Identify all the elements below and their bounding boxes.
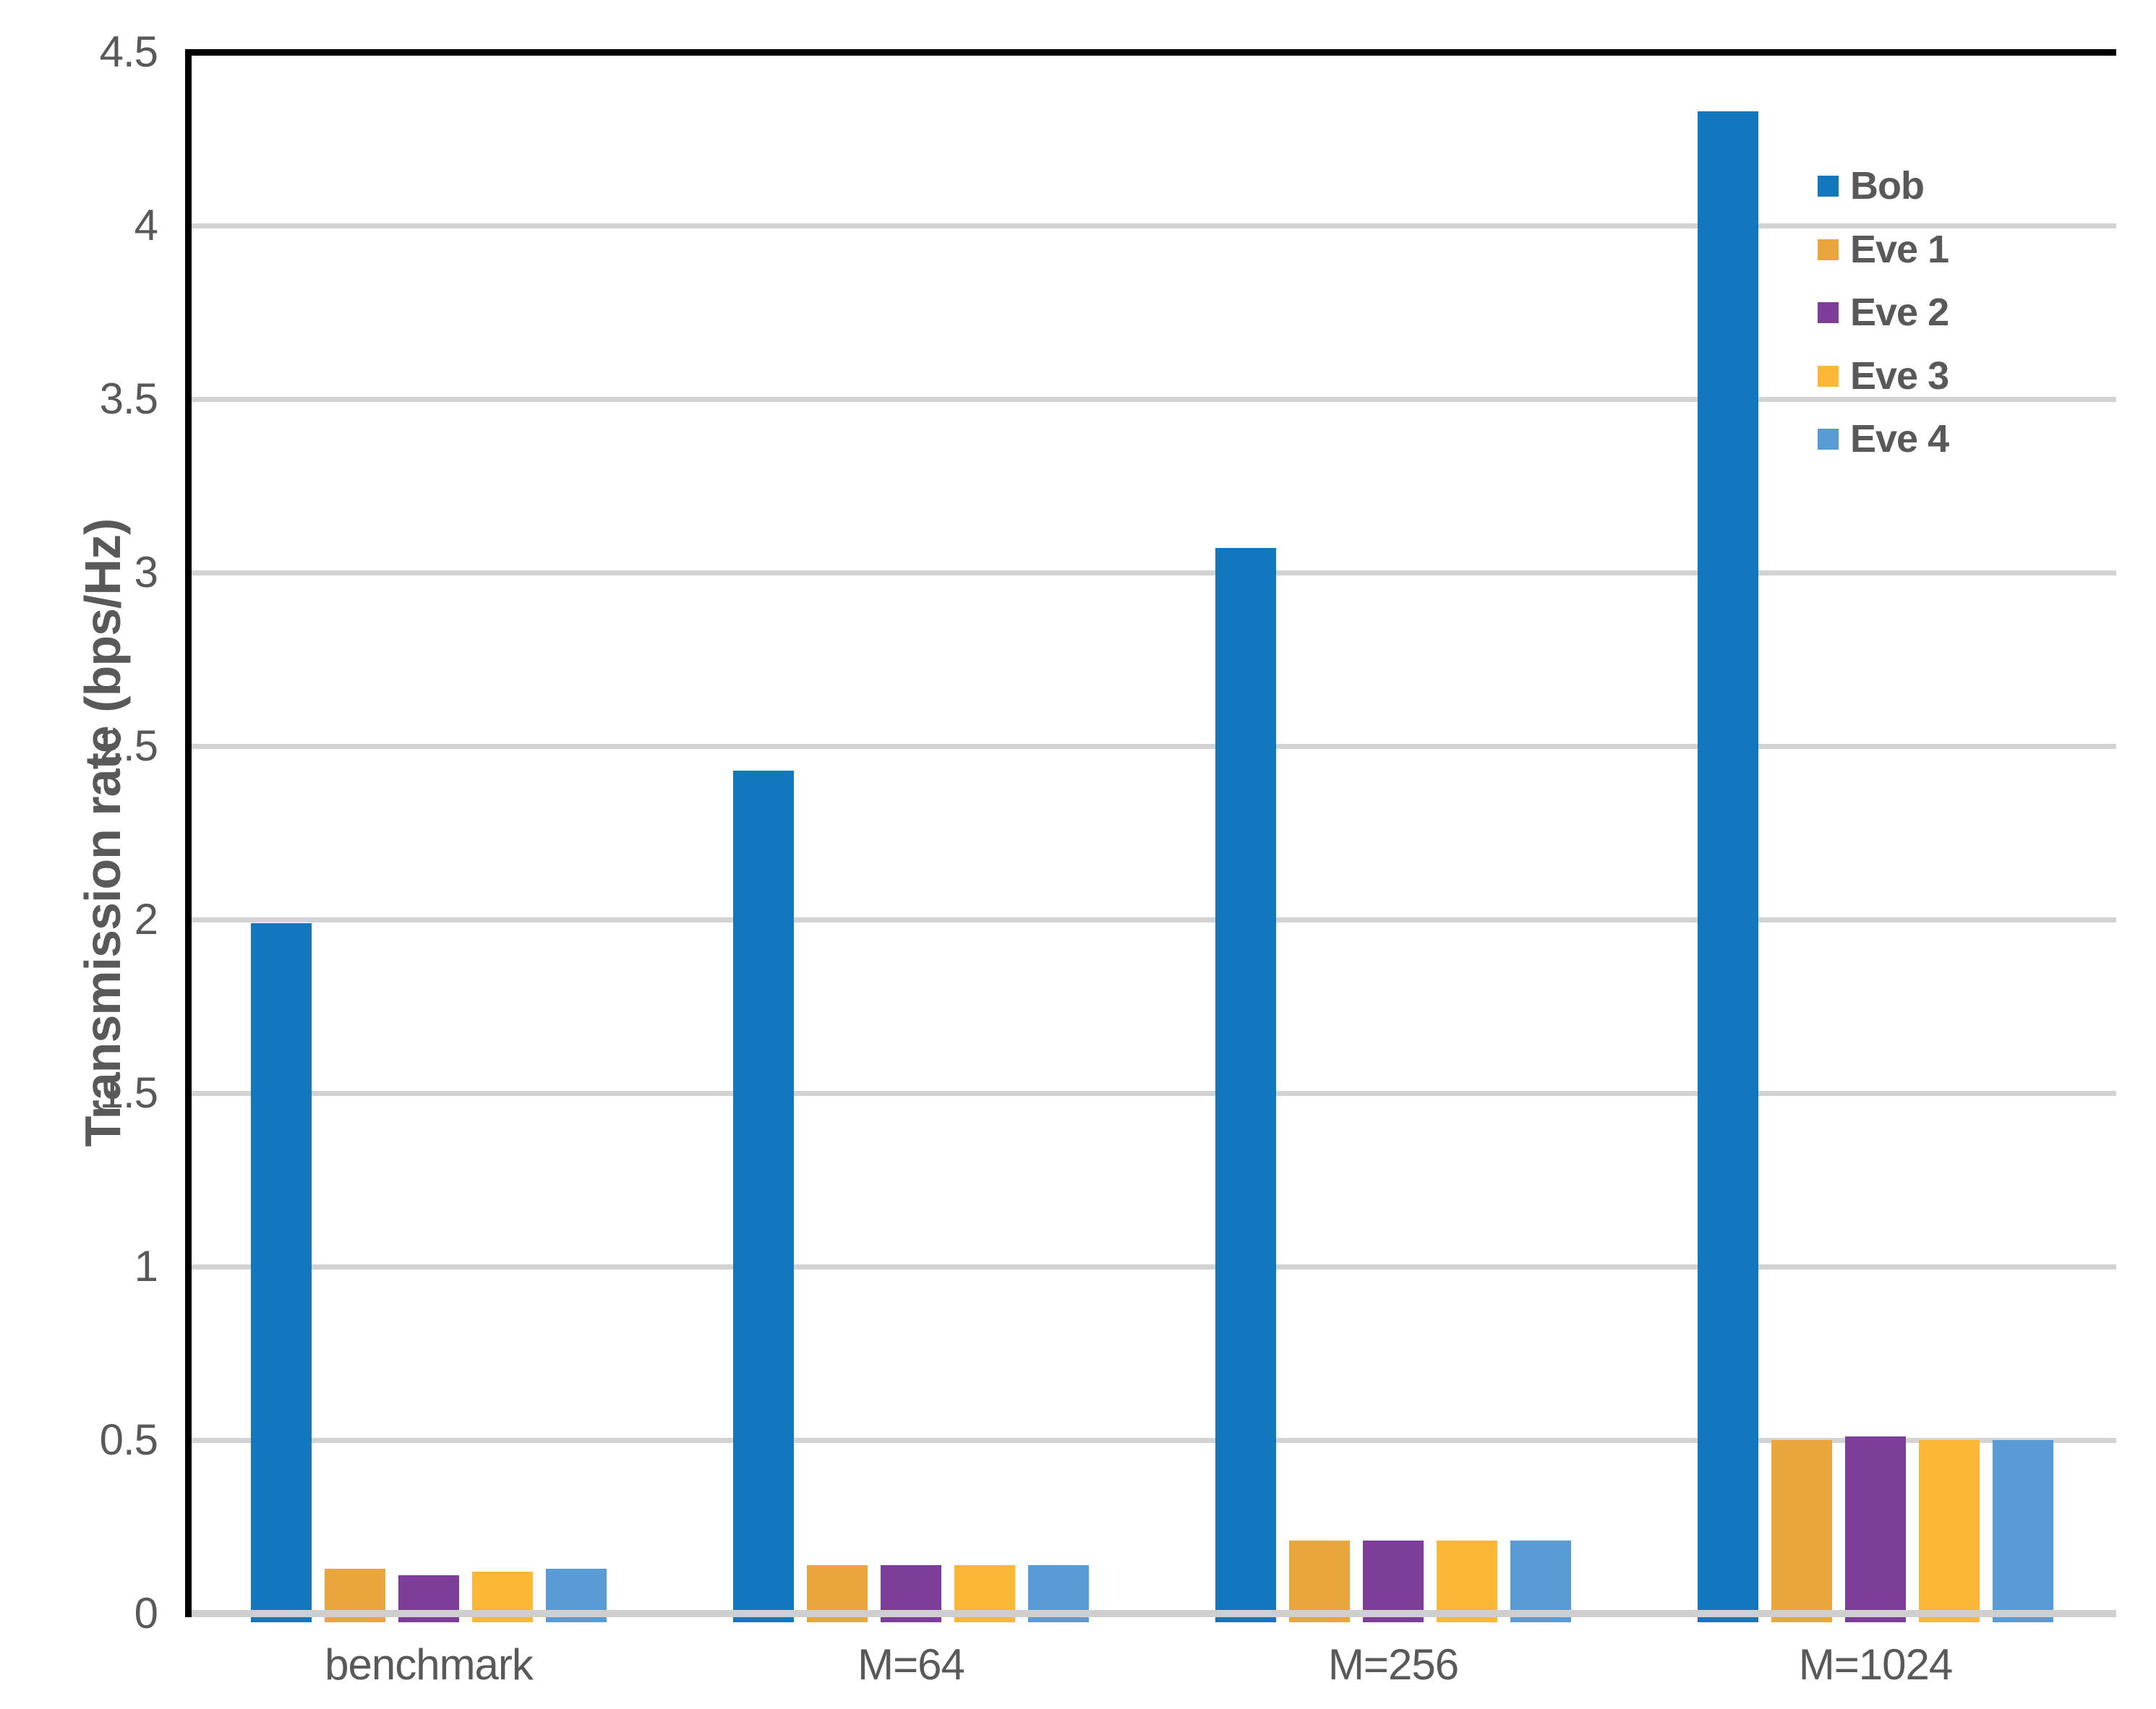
- gridline: [192, 223, 2116, 228]
- y-tick-label: 0.5: [99, 1415, 158, 1464]
- plot-top-border: [185, 49, 2116, 56]
- bar-eve2-M=256: [1363, 1541, 1424, 1622]
- y-axis-title: Transmission rate (bps/Hz): [74, 518, 131, 1147]
- legend-label: Bob: [1850, 164, 1925, 207]
- y-tick-label: 4.5: [99, 27, 158, 76]
- bar-eve4-M=256: [1510, 1541, 1571, 1622]
- bar-bob-M=256: [1215, 548, 1276, 1622]
- bar-bob-M=64: [733, 771, 794, 1622]
- legend-item-bob: Bob: [1818, 154, 1925, 218]
- bar-bob-M=1024: [1698, 111, 1758, 1622]
- y-tick-label: 3.5: [99, 374, 158, 423]
- bar-bob-benchmark: [251, 923, 312, 1622]
- gridline: [192, 744, 2116, 749]
- legend-swatch: [1818, 365, 1839, 387]
- legend-swatch: [1818, 301, 1839, 323]
- gridline: [192, 1438, 2116, 1443]
- bar-eve4-M=1024: [1993, 1440, 2053, 1622]
- legend-label: Eve 4: [1850, 417, 1949, 461]
- gridline: [192, 570, 2116, 575]
- y-axis-line: [185, 49, 192, 1617]
- y-tick-label: 2.5: [99, 721, 158, 770]
- y-tick-label: 4: [134, 201, 158, 249]
- legend-swatch: [1818, 175, 1839, 197]
- x-category-label: benchmark: [325, 1640, 534, 1689]
- y-tick-label: 0: [134, 1589, 158, 1637]
- y-tick-label: 2: [134, 895, 158, 943]
- x-axis-line: [185, 1610, 2116, 1617]
- legend-item-eve2: Eve 2: [1818, 280, 1949, 344]
- legend-label: Eve 3: [1850, 354, 1949, 398]
- legend-item-eve4: Eve 4: [1818, 407, 1949, 471]
- bar-eve2-M=1024: [1845, 1436, 1906, 1622]
- bar-eve1-M=1024: [1771, 1440, 1832, 1622]
- y-tick-label: 3: [134, 548, 158, 596]
- y-tick-label: 1: [134, 1242, 158, 1290]
- legend-item-eve1: Eve 1: [1818, 218, 1949, 281]
- bar-eve3-M=256: [1437, 1541, 1497, 1622]
- legend-swatch: [1818, 239, 1839, 260]
- y-tick-label: 1.5: [99, 1068, 158, 1117]
- legend-item-eve3: Eve 3: [1818, 344, 1949, 408]
- legend-swatch: [1818, 428, 1839, 450]
- gridline: [192, 917, 2116, 922]
- gridline: [192, 1091, 2116, 1096]
- bar-eve1-M=256: [1289, 1541, 1350, 1622]
- gridline: [192, 397, 2116, 402]
- legend-label: Eve 1: [1850, 228, 1949, 271]
- x-category-label: M=64: [857, 1640, 965, 1689]
- gridline: [192, 1264, 2116, 1269]
- legend-label: Eve 2: [1850, 291, 1949, 334]
- x-category-label: M=1024: [1798, 1640, 1953, 1689]
- bar-eve3-M=1024: [1919, 1440, 1980, 1622]
- x-category-label: M=256: [1327, 1640, 1459, 1689]
